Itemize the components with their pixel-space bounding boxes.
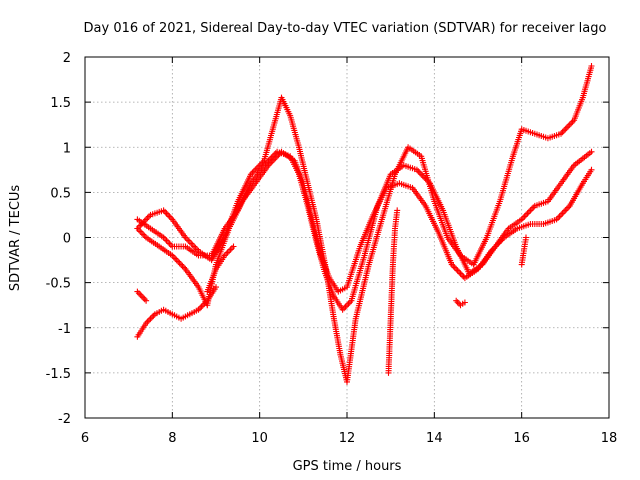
marker-path: [385, 207, 401, 376]
marker-path: [204, 243, 237, 295]
y-tick-label: 1: [63, 141, 71, 156]
x-tick-label: 12: [339, 431, 356, 446]
x-axis-title: GPS time / hours: [293, 459, 402, 474]
series-track-9: [518, 234, 529, 268]
x-tick-labels: 6 8 10 12 14 16 18: [81, 431, 617, 446]
x-tick-label: 18: [601, 431, 618, 446]
chart-title: Day 016 of 2021, Sidereal Day-to-day VTE…: [84, 21, 607, 36]
x-tick-label: 10: [251, 431, 268, 446]
series-track-2: [134, 148, 595, 313]
x-tick-label: 6: [81, 431, 89, 446]
y-tick-label: -1.5: [46, 367, 71, 382]
series-track-3: [134, 148, 595, 309]
marker-path: [518, 234, 529, 268]
marker-path: [134, 288, 150, 304]
marker-path: [134, 284, 219, 340]
y-tick-label: 1.5: [50, 96, 71, 111]
marker-path: [134, 148, 595, 313]
series-track-5: [134, 288, 150, 304]
y-tick-label: 0.5: [50, 186, 71, 201]
series-track-4: [134, 284, 219, 340]
y-tick-labels: -2 -1.5 -1 -0.5 0 0.5 1 1.5 2: [46, 51, 71, 427]
y-tick-label: 2: [63, 51, 71, 66]
y-tick-label: -1: [58, 322, 71, 337]
series-track-8: [453, 297, 468, 309]
grid-lines: [85, 57, 609, 418]
y-tick-label: 0: [63, 232, 71, 247]
x-tick-label: 8: [168, 431, 176, 446]
marker-path: [134, 148, 595, 309]
marker-path: [453, 297, 468, 309]
series-track-6: [204, 243, 237, 295]
data-markers: [134, 63, 595, 385]
x-tick-label: 16: [513, 431, 530, 446]
x-tick-label: 14: [426, 431, 443, 446]
y-tick-label: -0.5: [46, 277, 71, 292]
series-track-7: [385, 207, 401, 376]
y-tick-label: -2: [58, 412, 71, 427]
plot-frame: [84, 56, 610, 419]
y-axis-title: SDTVAR / TECUs: [8, 185, 23, 292]
